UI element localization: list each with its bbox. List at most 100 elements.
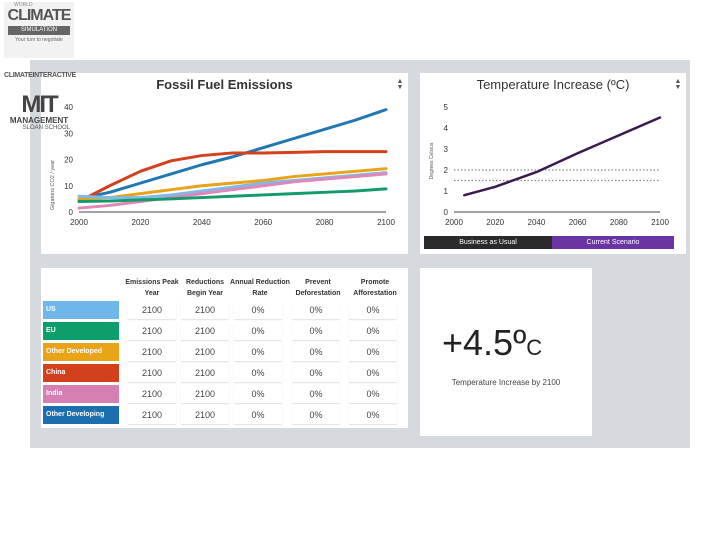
table-row: Other Developed 2100 2100 0% 0% 0% [41, 343, 408, 361]
emissions-y-tick: 10 [64, 182, 73, 191]
header-prevent-deforestation: Prevent Deforestation [295, 279, 341, 297]
table-cell[interactable]: 2100 [128, 322, 176, 340]
temperature-result-unit: C [526, 335, 543, 360]
emissions-series-other-developing [77, 108, 388, 201]
table-cell[interactable]: 0% [349, 343, 397, 361]
temperature-x-tick: 2040 [528, 218, 546, 227]
mit-sloan-logo: MIT MANAGEMENT SLOAN SCHOOL [4, 91, 74, 140]
region-label: EU [43, 322, 119, 340]
header-annual-reduction-rate: Annual Reduction Rate [230, 279, 290, 297]
table-cell[interactable]: 0% [292, 385, 340, 403]
emissions-y-tick: 0 [69, 208, 74, 217]
table-cell[interactable]: 0% [234, 343, 282, 361]
emissions-series-other-developed [77, 167, 388, 201]
wcs-logo-tagline: Your turn to negotiate [15, 37, 63, 43]
scenario-legend: Business as Usual Current Scenario [424, 236, 674, 249]
temperature-sort-icon[interactable]: ▲ ▼ [674, 78, 682, 91]
table-cell[interactable]: 2100 [181, 364, 229, 382]
temperature-y-tick: 5 [444, 103, 449, 112]
emissions-series-eu [77, 187, 388, 203]
table-row: EU 2100 2100 0% 0% 0% [41, 322, 408, 340]
temperature-x-tick: 2000 [445, 218, 463, 227]
emissions-y-tick: 30 [64, 129, 73, 138]
legend-business-as-usual[interactable]: Business as Usual [424, 236, 552, 249]
table-cell[interactable]: 2100 [128, 406, 176, 424]
table-cell[interactable]: 0% [292, 364, 340, 382]
table-cell[interactable]: 2100 [128, 364, 176, 382]
table-cell[interactable]: 2100 [128, 343, 176, 361]
header-emissions-peak-year: Emissions Peak Year [125, 279, 179, 297]
wcs-logo-simulation: SIMULATION [8, 26, 70, 35]
emissions-series-us [77, 171, 388, 200]
table-row: India 2100 2100 0% 0% 0% [41, 385, 408, 403]
table-cell[interactable]: 0% [349, 385, 397, 403]
temperature-chart-title: Temperature Increase (ºC) [476, 77, 630, 92]
table-cell[interactable]: 0% [349, 301, 397, 319]
temperature-series-current-scenario [463, 116, 662, 197]
table-row: China 2100 2100 0% 0% 0% [41, 364, 408, 382]
table-cell[interactable]: 0% [349, 322, 397, 340]
table-cell[interactable]: 0% [349, 406, 397, 424]
wcs-logo-climate: CLIMATE [7, 7, 72, 24]
emissions-series-china [77, 150, 388, 203]
temperature-y-axis-label: Degrees Celsius [429, 142, 435, 179]
temperature-x-tick: 2060 [569, 218, 587, 227]
emissions-y-tick: 20 [64, 156, 73, 165]
temperature-x-tick: 2100 [651, 218, 669, 227]
world-climate-simulation-logo: WORLD CLIMATE SIMULATION Your turn to ne… [4, 2, 74, 58]
table-cell[interactable]: 0% [234, 364, 282, 382]
table-cell[interactable]: 0% [234, 406, 282, 424]
mit-logo-management: MANAGEMENT [9, 116, 69, 125]
table-cell[interactable]: 2100 [181, 322, 229, 340]
table-cell[interactable]: 0% [292, 322, 340, 340]
mit-logo-mark: MIT [21, 91, 58, 118]
emissions-x-tick: 2060 [254, 218, 272, 227]
temperature-x-tick: 2020 [486, 218, 504, 227]
header-promote-afforestation: Promote Afforestation [353, 279, 397, 297]
emissions-series-india [77, 172, 388, 210]
region-label: Other Developed [43, 343, 119, 361]
table-row: US 2100 2100 0% 0% 0% [41, 301, 408, 319]
emissions-x-tick: 2020 [132, 218, 150, 227]
table-cell[interactable]: 2100 [181, 406, 229, 424]
emissions-x-tick: 2000 [70, 218, 88, 227]
table-cell[interactable]: 2100 [128, 301, 176, 319]
table-cell[interactable]: 0% [234, 301, 282, 319]
climate-interactive-logo: CLIMATEINTERACTIVE [4, 72, 76, 79]
region-label: Other Developing [43, 406, 119, 424]
table-cell[interactable]: 0% [292, 301, 340, 319]
table-cell[interactable]: 2100 [181, 343, 229, 361]
emissions-x-tick: 2080 [316, 218, 334, 227]
region-label: India [43, 385, 119, 403]
policy-table-panel: Emissions Peak Year Reductions Begin Yea… [41, 268, 408, 428]
emissions-x-tick: 2100 [377, 218, 395, 227]
emissions-chart: Gigatons CO2 / year 0 10 20 30 40 2000 2020 204… [50, 103, 395, 227]
table-cell[interactable]: 0% [349, 364, 397, 382]
table-cell[interactable]: 0% [234, 322, 282, 340]
temperature-result-caption: Temperature Increase by 2100 [451, 378, 561, 387]
emissions-chart-panel: Fossil Fuel Emissions ▲ ▼ Gigatons CO2 / … [41, 73, 408, 254]
result-panel: +4.5ºC Temperature Increase by 2100 [420, 268, 592, 436]
emissions-sort-icon[interactable]: ▲ ▼ [396, 78, 404, 91]
emissions-chart-title: Fossil Fuel Emissions [156, 77, 293, 92]
table-cell[interactable]: 2100 [128, 385, 176, 403]
header-reductions-begin-year: Reductions Begin Year [185, 279, 225, 297]
temperature-result-value: +4.5º [442, 322, 527, 363]
region-label: China [43, 364, 119, 382]
table-cell[interactable]: 0% [234, 385, 282, 403]
region-label: US [43, 301, 119, 319]
temperature-y-tick: 4 [444, 124, 449, 133]
temperature-chart-panel: Temperature Increase (ºC) ▲ ▼ Degrees Cel… [420, 73, 686, 254]
table-cell[interactable]: 2100 [181, 385, 229, 403]
table-cell[interactable]: 0% [292, 343, 340, 361]
table-row: Other Developing 2100 2100 0% 0% 0% [41, 406, 408, 424]
temperature-y-tick: 2 [444, 166, 449, 175]
table-cell[interactable]: 2100 [181, 301, 229, 319]
temperature-y-tick: 3 [444, 145, 449, 154]
mit-logo-sloan: SLOAN SCHOOL [22, 125, 70, 131]
policy-table: Emissions Peak Year Reductions Begin Yea… [41, 268, 408, 428]
legend-current-scenario[interactable]: Current Scenario [552, 236, 674, 249]
emissions-y-axis-label: Gigatons CO2 / year [50, 160, 56, 210]
table-cell[interactable]: 0% [292, 406, 340, 424]
temperature-result: +4.5ºC [442, 322, 542, 364]
